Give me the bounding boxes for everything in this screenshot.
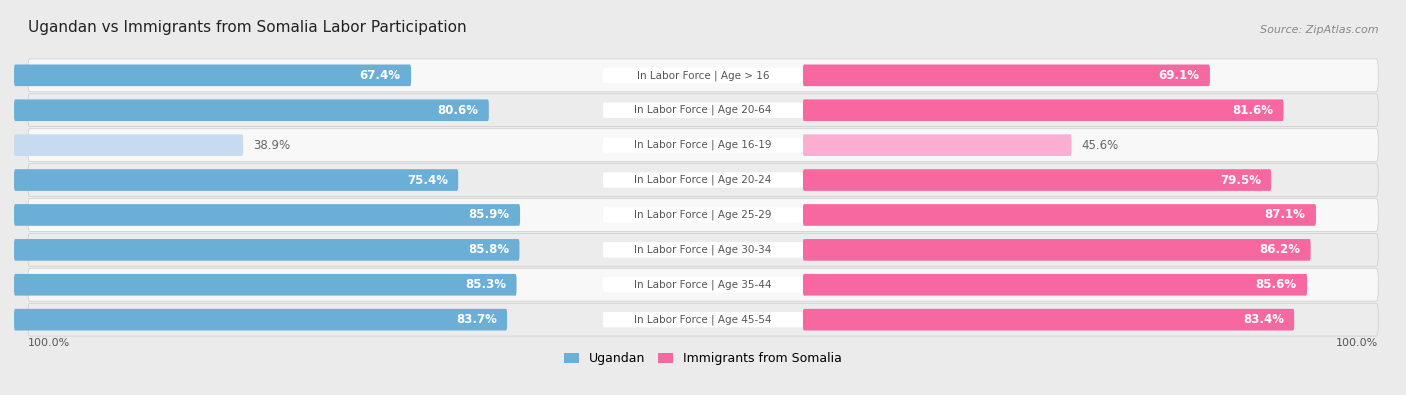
FancyBboxPatch shape bbox=[28, 233, 1378, 266]
Text: In Labor Force | Age 30-34: In Labor Force | Age 30-34 bbox=[634, 245, 772, 255]
Text: In Labor Force | Age 20-24: In Labor Force | Age 20-24 bbox=[634, 175, 772, 185]
FancyBboxPatch shape bbox=[28, 268, 1378, 301]
FancyBboxPatch shape bbox=[803, 239, 1310, 261]
FancyBboxPatch shape bbox=[603, 312, 803, 327]
Text: 85.6%: 85.6% bbox=[1256, 278, 1296, 291]
FancyBboxPatch shape bbox=[14, 100, 489, 121]
FancyBboxPatch shape bbox=[803, 134, 1071, 156]
Text: In Labor Force | Age 25-29: In Labor Force | Age 25-29 bbox=[634, 210, 772, 220]
Text: In Labor Force | Age 20-64: In Labor Force | Age 20-64 bbox=[634, 105, 772, 115]
Text: 80.6%: 80.6% bbox=[437, 104, 478, 117]
Text: In Labor Force | Age > 16: In Labor Force | Age > 16 bbox=[637, 70, 769, 81]
FancyBboxPatch shape bbox=[28, 129, 1378, 162]
Text: 81.6%: 81.6% bbox=[1232, 104, 1274, 117]
FancyBboxPatch shape bbox=[28, 94, 1378, 127]
FancyBboxPatch shape bbox=[28, 303, 1378, 336]
Text: 85.8%: 85.8% bbox=[468, 243, 509, 256]
Text: 83.4%: 83.4% bbox=[1243, 313, 1284, 326]
Text: 38.9%: 38.9% bbox=[253, 139, 291, 152]
FancyBboxPatch shape bbox=[603, 137, 803, 153]
FancyBboxPatch shape bbox=[28, 59, 1378, 92]
FancyBboxPatch shape bbox=[14, 309, 508, 331]
FancyBboxPatch shape bbox=[28, 199, 1378, 231]
FancyBboxPatch shape bbox=[803, 169, 1271, 191]
FancyBboxPatch shape bbox=[603, 68, 803, 83]
Text: In Labor Force | Age 35-44: In Labor Force | Age 35-44 bbox=[634, 280, 772, 290]
FancyBboxPatch shape bbox=[14, 274, 516, 295]
Text: 85.9%: 85.9% bbox=[468, 209, 510, 222]
FancyBboxPatch shape bbox=[28, 164, 1378, 196]
Text: 75.4%: 75.4% bbox=[406, 173, 449, 186]
FancyBboxPatch shape bbox=[603, 103, 803, 118]
FancyBboxPatch shape bbox=[14, 64, 411, 86]
Text: 100.0%: 100.0% bbox=[1336, 338, 1378, 348]
Text: 86.2%: 86.2% bbox=[1260, 243, 1301, 256]
FancyBboxPatch shape bbox=[14, 134, 243, 156]
Text: 45.6%: 45.6% bbox=[1081, 139, 1119, 152]
FancyBboxPatch shape bbox=[14, 204, 520, 226]
Text: Ugandan vs Immigrants from Somalia Labor Participation: Ugandan vs Immigrants from Somalia Labor… bbox=[28, 20, 467, 35]
FancyBboxPatch shape bbox=[603, 242, 803, 258]
FancyBboxPatch shape bbox=[803, 100, 1284, 121]
FancyBboxPatch shape bbox=[803, 309, 1294, 331]
FancyBboxPatch shape bbox=[803, 204, 1316, 226]
Text: In Labor Force | Age 45-54: In Labor Force | Age 45-54 bbox=[634, 314, 772, 325]
Text: 79.5%: 79.5% bbox=[1220, 173, 1261, 186]
Text: 67.4%: 67.4% bbox=[360, 69, 401, 82]
Text: In Labor Force | Age 16-19: In Labor Force | Age 16-19 bbox=[634, 140, 772, 150]
Legend: Ugandan, Immigrants from Somalia: Ugandan, Immigrants from Somalia bbox=[564, 352, 842, 365]
FancyBboxPatch shape bbox=[14, 239, 519, 261]
FancyBboxPatch shape bbox=[803, 274, 1308, 295]
Text: Source: ZipAtlas.com: Source: ZipAtlas.com bbox=[1260, 25, 1378, 35]
FancyBboxPatch shape bbox=[603, 277, 803, 292]
Text: 85.3%: 85.3% bbox=[465, 278, 506, 291]
FancyBboxPatch shape bbox=[603, 207, 803, 223]
FancyBboxPatch shape bbox=[803, 64, 1211, 86]
FancyBboxPatch shape bbox=[603, 172, 803, 188]
FancyBboxPatch shape bbox=[14, 169, 458, 191]
Text: 100.0%: 100.0% bbox=[28, 338, 70, 348]
Text: 83.7%: 83.7% bbox=[456, 313, 496, 326]
Text: 69.1%: 69.1% bbox=[1159, 69, 1199, 82]
Text: 87.1%: 87.1% bbox=[1265, 209, 1306, 222]
